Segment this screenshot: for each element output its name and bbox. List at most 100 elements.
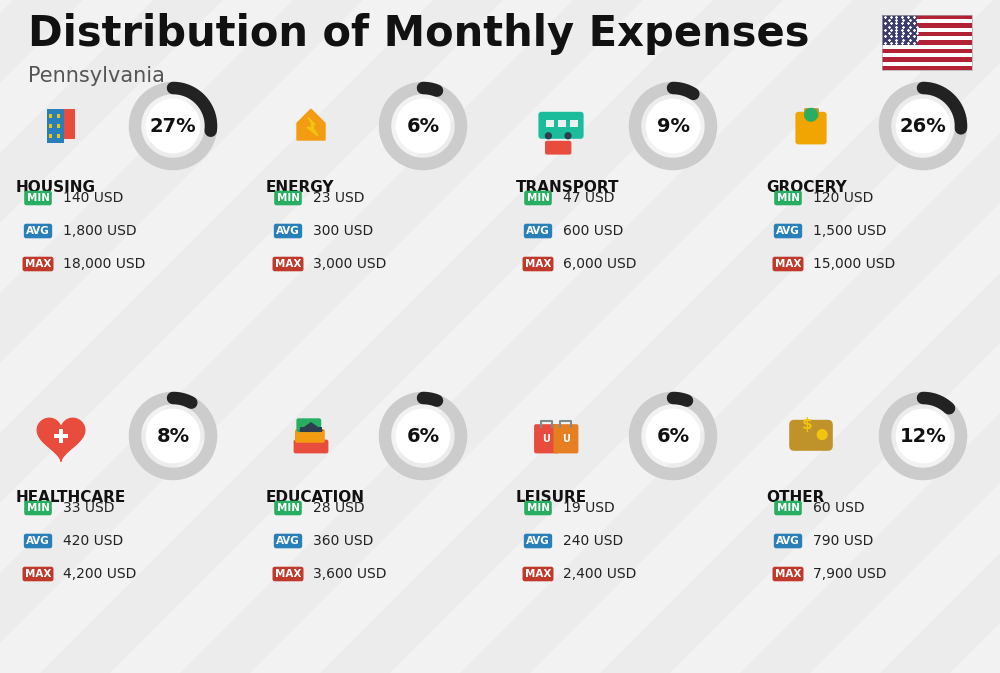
Text: 600 USD: 600 USD (563, 224, 623, 238)
Text: OTHER: OTHER (766, 490, 824, 505)
Polygon shape (307, 118, 318, 136)
Bar (47, 109, 64, 143)
Bar (882, 20, 972, 24)
Bar (54, 434, 68, 438)
FancyBboxPatch shape (545, 141, 571, 155)
Text: MAX: MAX (25, 259, 51, 269)
Text: MIN: MIN (526, 193, 550, 203)
Text: 2,400 USD: 2,400 USD (563, 567, 636, 581)
Text: ENERGY: ENERGY (266, 180, 334, 195)
Bar (558, 120, 566, 127)
Bar (882, 15, 917, 44)
Circle shape (646, 409, 700, 463)
Text: GROCERY: GROCERY (766, 180, 847, 195)
Text: 15,000 USD: 15,000 USD (813, 257, 895, 271)
FancyBboxPatch shape (789, 420, 833, 451)
Text: MAX: MAX (525, 259, 551, 269)
Text: 360 USD: 360 USD (313, 534, 373, 548)
Text: 300 USD: 300 USD (313, 224, 373, 238)
Bar (57, 135, 60, 138)
Circle shape (564, 132, 572, 139)
Text: 6,000 USD: 6,000 USD (563, 257, 637, 271)
Text: 60 USD: 60 USD (813, 501, 865, 515)
FancyBboxPatch shape (553, 424, 578, 454)
Text: 1,800 USD: 1,800 USD (63, 224, 137, 238)
Text: 3,000 USD: 3,000 USD (313, 257, 386, 271)
Text: 120 USD: 120 USD (813, 191, 873, 205)
Text: 1,500 USD: 1,500 USD (813, 224, 887, 238)
Polygon shape (297, 109, 325, 140)
Text: AVG: AVG (526, 536, 550, 546)
Bar (300, 427, 322, 432)
Circle shape (545, 132, 552, 139)
Circle shape (146, 99, 200, 153)
Text: AVG: AVG (26, 536, 50, 546)
Bar (49, 135, 52, 138)
Text: MAX: MAX (775, 569, 801, 579)
Circle shape (396, 99, 450, 153)
Polygon shape (298, 422, 324, 431)
Bar (882, 53, 972, 57)
Bar (882, 36, 972, 40)
FancyBboxPatch shape (534, 424, 559, 454)
Text: 33 USD: 33 USD (63, 501, 114, 515)
Text: MIN: MIN (26, 193, 50, 203)
Text: Pennsylvania: Pennsylvania (28, 66, 165, 86)
Circle shape (396, 409, 450, 463)
Text: MIN: MIN (526, 503, 550, 513)
Text: 7,900 USD: 7,900 USD (813, 567, 887, 581)
Bar (882, 40, 972, 44)
Text: LEISURE: LEISURE (516, 490, 587, 505)
Circle shape (804, 108, 818, 122)
Bar (882, 66, 972, 70)
Bar (49, 125, 52, 128)
Text: 19 USD: 19 USD (563, 501, 615, 515)
Circle shape (646, 99, 700, 153)
Text: $: $ (801, 417, 812, 432)
Text: 9%: 9% (656, 116, 690, 135)
Bar (570, 120, 578, 127)
Text: AVG: AVG (26, 226, 50, 236)
Text: MAX: MAX (25, 569, 51, 579)
Text: HEALTHCARE: HEALTHCARE (16, 490, 126, 505)
Text: 6%: 6% (406, 116, 440, 135)
Bar (882, 57, 972, 61)
Circle shape (817, 429, 828, 440)
Text: HOUSING: HOUSING (16, 180, 96, 195)
FancyBboxPatch shape (295, 429, 325, 443)
Text: AVG: AVG (526, 226, 550, 236)
FancyBboxPatch shape (538, 112, 584, 139)
Text: MAX: MAX (275, 259, 301, 269)
Text: MIN: MIN (776, 503, 800, 513)
Text: 47 USD: 47 USD (563, 191, 614, 205)
Text: EDUCATION: EDUCATION (266, 490, 365, 505)
Text: 23 USD: 23 USD (313, 191, 364, 205)
Text: U: U (562, 434, 570, 444)
FancyBboxPatch shape (294, 439, 328, 454)
Text: U: U (543, 434, 550, 444)
Circle shape (146, 409, 200, 463)
Text: 26%: 26% (900, 116, 946, 135)
Text: MAX: MAX (275, 569, 301, 579)
Bar (49, 114, 52, 118)
Text: AVG: AVG (276, 536, 300, 546)
Bar (882, 28, 972, 32)
Text: 6%: 6% (656, 427, 690, 446)
Text: 27%: 27% (150, 116, 196, 135)
Bar (882, 15, 972, 70)
Text: AVG: AVG (776, 226, 800, 236)
Text: 3,600 USD: 3,600 USD (313, 567, 386, 581)
Text: 12%: 12% (900, 427, 946, 446)
Circle shape (896, 99, 950, 153)
Text: MIN: MIN (276, 503, 300, 513)
FancyBboxPatch shape (296, 419, 321, 432)
Text: 18,000 USD: 18,000 USD (63, 257, 145, 271)
Text: AVG: AVG (276, 226, 300, 236)
Text: MAX: MAX (775, 259, 801, 269)
Text: 8%: 8% (156, 427, 190, 446)
Text: 28 USD: 28 USD (313, 501, 365, 515)
Bar (546, 120, 554, 127)
Bar (59, 429, 63, 443)
Bar (882, 49, 972, 53)
Text: MIN: MIN (276, 193, 300, 203)
